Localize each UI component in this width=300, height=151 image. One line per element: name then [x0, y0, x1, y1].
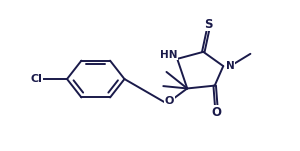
- Text: O: O: [211, 106, 221, 119]
- Text: S: S: [204, 18, 212, 31]
- Text: O: O: [165, 96, 174, 106]
- Text: HN: HN: [160, 50, 177, 60]
- Text: Cl: Cl: [30, 74, 42, 84]
- Text: N: N: [226, 61, 235, 71]
